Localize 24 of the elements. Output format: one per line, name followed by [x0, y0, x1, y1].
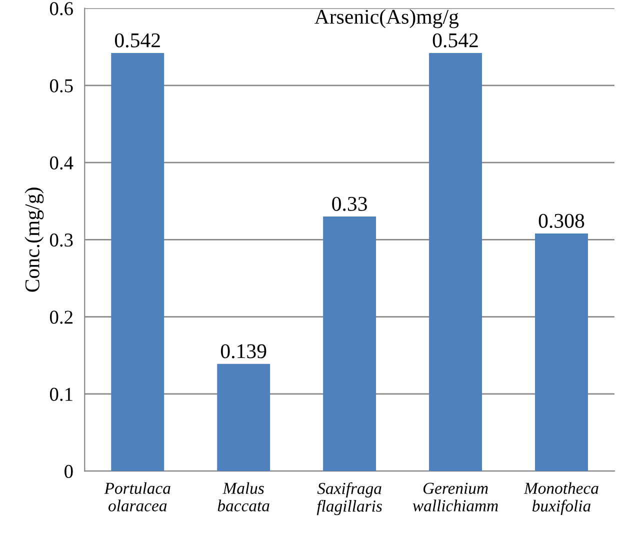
bar: [217, 364, 270, 472]
x-tick-label: Portulaca olaracea: [104, 482, 170, 512]
y-tick-label: 0.2: [50, 310, 72, 324]
bar: [534, 234, 588, 472]
y-tick-label: 0.5: [50, 79, 73, 92]
data-label: 0.542: [114, 33, 160, 48]
y-tick-label: 0.1: [50, 388, 72, 401]
x-tick-label: Monotheca buxifolia: [524, 482, 598, 515]
y-axis-title: Conc.(mg/g): [24, 188, 44, 292]
data-label: 0.33: [332, 196, 367, 212]
y-tick-label: 0.4: [50, 156, 74, 170]
data-label: 0.139: [220, 344, 266, 358]
data-label: 0.542: [432, 33, 478, 48]
bar: [323, 216, 376, 472]
x-tick-label: Malus baccata: [218, 482, 270, 512]
x-tick-label: Gerenium wallichiamm: [412, 482, 498, 512]
y-tick-label: 0.3: [50, 234, 73, 247]
x-tick-label: Saxifraga flagillaris: [316, 482, 382, 516]
data-label: 0.308: [538, 214, 584, 228]
y-tick-label: 0: [64, 464, 73, 478]
chart-title: Arsenic(As)mg/g: [314, 9, 459, 28]
bar: [429, 53, 482, 472]
bar: [111, 53, 164, 472]
y-tick-label: 0.6: [50, 2, 73, 16]
